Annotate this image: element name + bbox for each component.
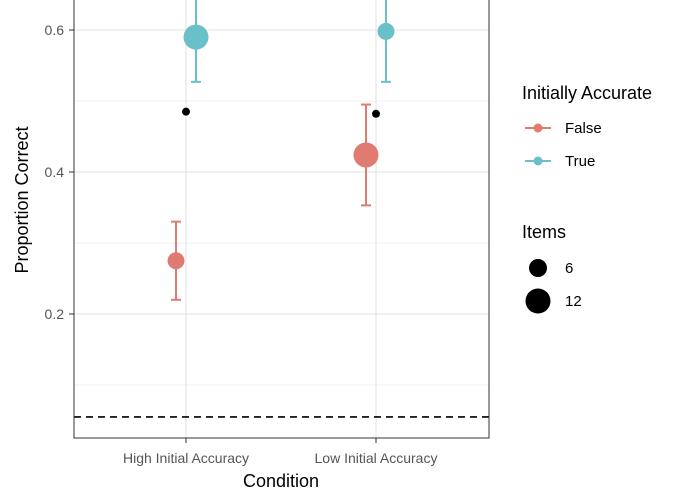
- data-point-false-0: [167, 252, 185, 270]
- legend-key-point-true: [533, 156, 543, 166]
- y-tick-label: 0.4: [45, 164, 65, 180]
- black-point-1: [372, 109, 380, 118]
- black-point-0: [182, 107, 190, 116]
- data-point-true-0: [183, 24, 209, 50]
- data-point-false-1: [353, 142, 379, 168]
- plot-panel-border: [73, 0, 490, 439]
- legend-size-label-12: 12: [565, 293, 582, 310]
- legend-key-point-false: [533, 123, 543, 133]
- legend-entry-size-12: 12: [525, 288, 582, 314]
- legend-entry-false: False: [525, 120, 602, 137]
- y-tick-label: 0.2: [45, 306, 65, 322]
- data-point-true-1: [377, 22, 395, 40]
- legend-size-key-12: [525, 288, 551, 314]
- x-tick-label: High Initial Accuracy: [123, 450, 249, 466]
- x-tick-label: Low Initial Accuracy: [315, 450, 438, 466]
- legend-size-key-6: [529, 259, 547, 277]
- legend-entry-true: True: [525, 153, 595, 170]
- legend-size-label-6: 6: [565, 260, 573, 277]
- legend-title-size: Items: [522, 222, 566, 242]
- legend: Initially Accurate False True Items 6 12: [522, 83, 652, 314]
- x-axis-title: Condition: [243, 471, 319, 491]
- legend-entry-size-6: 6: [529, 259, 573, 277]
- legend-title-color: Initially Accurate: [522, 83, 652, 103]
- legend-label-false: False: [565, 120, 602, 137]
- y-tick-label: 0.6: [45, 22, 65, 38]
- legend-label-true: True: [565, 153, 595, 170]
- y-axis-title: Proportion Correct: [12, 126, 32, 273]
